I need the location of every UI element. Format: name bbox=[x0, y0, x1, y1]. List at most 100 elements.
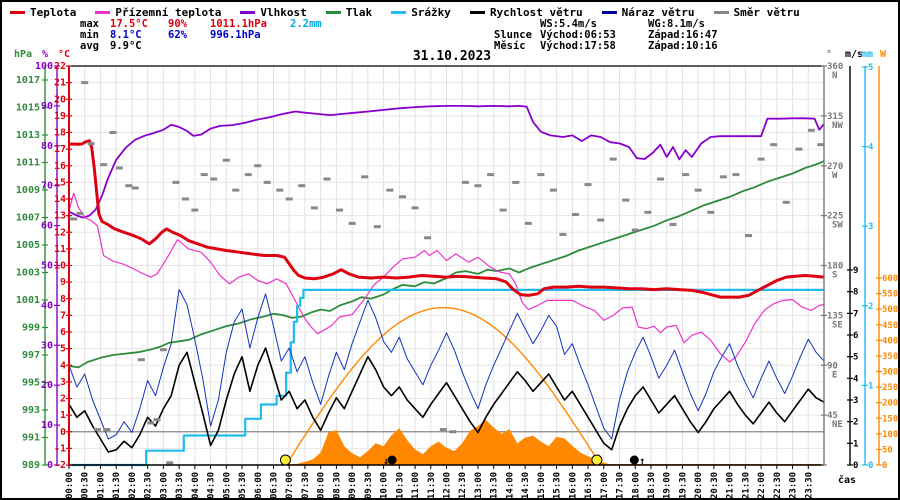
rad-axis-tick-label: 250 bbox=[882, 383, 898, 393]
temp-axis-title: °C bbox=[58, 49, 70, 60]
humidity-axis-tick-label: 30 bbox=[41, 340, 53, 351]
x-axis-tick-label: 06:30 bbox=[269, 472, 279, 499]
x-axis-tick-label: 20:00 bbox=[694, 472, 704, 499]
series-rychlost-v-tru bbox=[68, 347, 825, 453]
wind-direction-marker bbox=[656, 177, 664, 181]
wind-direction-marker bbox=[449, 430, 457, 434]
legend-item-prizemni-teplota: Přízemní teplota bbox=[95, 6, 221, 19]
wind-direction-marker bbox=[210, 177, 218, 181]
solar-radiation-area bbox=[69, 419, 824, 465]
rad-axis-tick-label: 400 bbox=[882, 336, 898, 346]
temp-axis-tick-label: 1 bbox=[60, 410, 66, 421]
wind-direction-marker bbox=[487, 173, 495, 177]
wind-direction-marker bbox=[244, 173, 252, 177]
direction-axis-tick-label: 225 bbox=[827, 212, 843, 222]
temp-axis-tick-label: 22 bbox=[54, 61, 66, 72]
x-axis-tick-label: 14:00 bbox=[505, 472, 515, 499]
temp-axis-tick-label: 6 bbox=[60, 327, 66, 338]
rad-axis-tick-label: 600 bbox=[882, 274, 898, 284]
wind-direction-marker bbox=[807, 128, 815, 132]
compass-label: S bbox=[832, 271, 837, 281]
wind-direction-marker bbox=[398, 195, 406, 199]
wind-direction-marker bbox=[757, 157, 765, 161]
wind-direction-marker bbox=[232, 188, 240, 192]
x-axis-tick-label: 07:30 bbox=[301, 472, 311, 499]
wind-direction-marker bbox=[719, 175, 727, 179]
pressure-axis-tick-label: 993 bbox=[22, 405, 40, 416]
wind-direction-marker bbox=[745, 234, 752, 238]
x-axis-tick-label: 04:00 bbox=[191, 472, 201, 499]
x-axis-tick-label: 00:30 bbox=[81, 472, 91, 499]
moonrise-marker bbox=[629, 455, 639, 465]
legend-label: Směr větru bbox=[733, 6, 800, 19]
x-axis-tick-label: 01:00 bbox=[96, 472, 106, 499]
wind-direction-marker bbox=[549, 188, 557, 192]
temp-axis-tick-label: 15 bbox=[54, 177, 66, 188]
wind-direction-marker bbox=[411, 206, 419, 210]
humidity-axis-tick-label: 100 bbox=[35, 61, 53, 72]
wind-direction-marker bbox=[298, 184, 306, 188]
compass-label: NE bbox=[832, 420, 843, 430]
temp-axis-tick-label: -2 bbox=[54, 460, 66, 471]
series-sr-ky bbox=[69, 288, 824, 467]
pressure-axis-title: hPa bbox=[14, 49, 32, 60]
humidity-axis-tick-label: 20 bbox=[41, 380, 53, 391]
direction-axis-tick-label: 315 bbox=[827, 112, 843, 122]
x-axis-tick-label: 19:00 bbox=[663, 472, 673, 499]
rain-axis-tick-label: 2 bbox=[868, 302, 873, 312]
avg-label: avg bbox=[80, 40, 99, 52]
wind-axis-tick-label: 0 bbox=[853, 461, 858, 471]
x-axis-tick-label: 13:30 bbox=[490, 472, 500, 499]
rychlost-vetru-line-swatch bbox=[469, 11, 485, 14]
wind-direction-marker bbox=[609, 157, 617, 161]
x-axis-tick-label: 12:30 bbox=[458, 472, 468, 499]
x-axis-tick-label: 05:30 bbox=[238, 472, 248, 499]
temp-axis-tick-label: 19 bbox=[54, 111, 66, 122]
x-axis-tick-label: 16:00 bbox=[568, 472, 578, 499]
wind-direction-marker bbox=[559, 232, 567, 236]
wind-direction-marker bbox=[707, 210, 715, 214]
humidity-axis-tick-label: 70 bbox=[41, 181, 53, 192]
legend-item-naraz-vetru: Náraz větru bbox=[601, 6, 695, 19]
wind-direction-marker bbox=[694, 188, 702, 192]
sunset-marker bbox=[591, 454, 603, 466]
x-axis-tick-label: 02:30 bbox=[144, 472, 154, 499]
series-n-raz-v-tru bbox=[68, 289, 825, 440]
wind-direction-marker bbox=[361, 175, 369, 179]
pressure-axis-tick-label: 1009 bbox=[16, 185, 40, 196]
rad-axis-tick-label: 550 bbox=[882, 290, 898, 300]
wind-direction-marker bbox=[499, 208, 507, 212]
wind-direction-marker bbox=[191, 208, 199, 212]
legend-label: Tlak bbox=[345, 6, 373, 19]
x-axis-title: čas bbox=[838, 474, 856, 486]
temp-axis-tick-label: 12 bbox=[54, 227, 66, 238]
sun-label: Slunce bbox=[494, 29, 532, 41]
humidity-axis-tick-label: 90 bbox=[41, 101, 53, 112]
legend-item-tlak: Tlak bbox=[325, 6, 373, 19]
compass-label: E bbox=[832, 370, 837, 380]
srazky-line-swatch bbox=[391, 11, 407, 14]
wind-direction-marker bbox=[81, 81, 89, 85]
direction-axis-title: ° bbox=[826, 49, 832, 60]
direction-axis-tick-label: 90 bbox=[827, 361, 838, 371]
x-axis-tick-label: 03:00 bbox=[159, 472, 169, 499]
wind-direction-marker bbox=[597, 218, 605, 222]
wind-gust-max: WG:8.1m/s bbox=[648, 18, 705, 30]
min-humidity: 62% bbox=[168, 29, 187, 41]
legend-label: Srážky bbox=[411, 6, 451, 19]
wind-direction-marker bbox=[424, 236, 432, 240]
wind-axis-tick-label: 2 bbox=[853, 418, 858, 428]
wind-direction-marker bbox=[622, 198, 630, 202]
rad-axis-tick-label: 100 bbox=[882, 430, 898, 440]
wind-axis-tick-label: 1 bbox=[853, 439, 858, 449]
rad-axis-tick-label: 350 bbox=[882, 352, 898, 362]
naraz-vetru-line-swatch bbox=[601, 11, 617, 14]
wind-axis-tick-label: 6 bbox=[853, 331, 858, 341]
sunrise-marker bbox=[279, 454, 291, 466]
series-tlak bbox=[68, 160, 825, 369]
humidity-axis-title: % bbox=[42, 49, 48, 60]
wind-axis-tick-label: 7 bbox=[853, 309, 858, 319]
rad-axis-tick-label: 200 bbox=[882, 399, 898, 409]
pressure-axis-tick-label: 1015 bbox=[16, 103, 40, 114]
